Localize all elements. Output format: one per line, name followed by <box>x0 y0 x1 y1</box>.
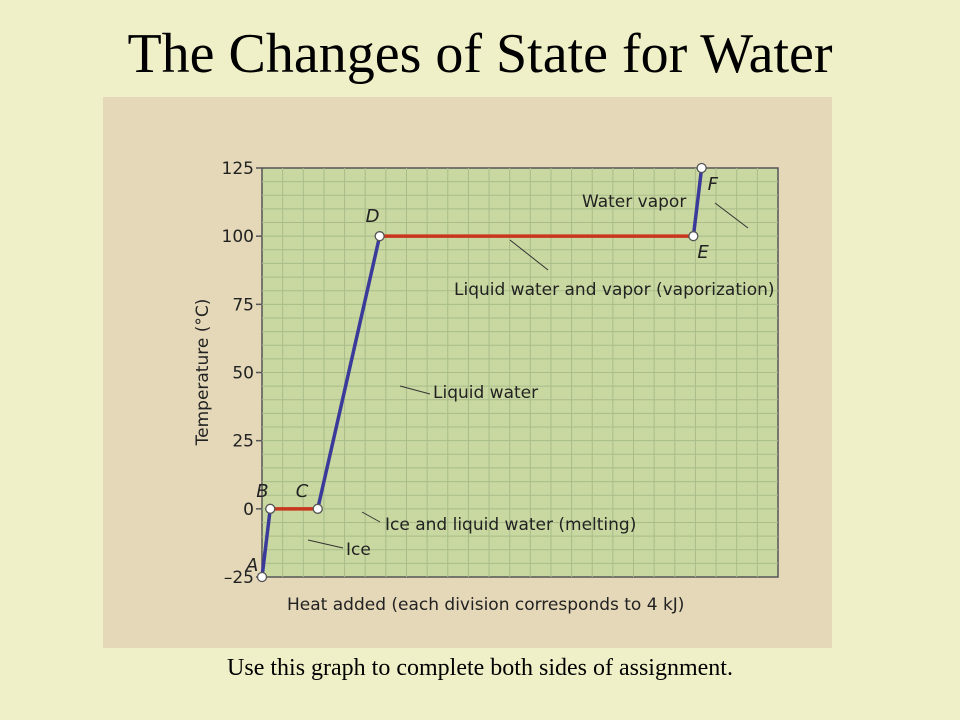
leader-ice <box>307 539 344 549</box>
point-label-D: D <box>366 206 380 227</box>
annotation-water-vapor: Water vapor <box>582 192 686 212</box>
annotation-liquid-water: Liquid water <box>433 383 538 403</box>
curve-points: A B C D E F <box>245 162 719 583</box>
curve-segment-CD <box>315 234 382 511</box>
y-tick-label: 0 <box>243 500 254 520</box>
point-label-B: B <box>256 481 268 502</box>
slide-caption: Use this graph to complete both sides of… <box>227 655 733 681</box>
annotation-melting: Ice and liquid water (melting) <box>385 515 636 535</box>
curve-segment-EF <box>691 166 704 238</box>
y-tick-label: 100 <box>222 227 254 247</box>
y-tick-labels: 125 100 75 50 25 0 –25 <box>222 159 262 588</box>
leader-water-vapor <box>714 202 749 229</box>
annotation-vaporization: Liquid water and vapor (vaporization) <box>454 280 775 300</box>
curve-point-B <box>265 503 276 514</box>
curve-point-F <box>696 162 707 174</box>
y-tick-label: 75 <box>232 295 254 315</box>
curve-point-E <box>688 231 699 242</box>
y-tick-label: 125 <box>222 159 254 179</box>
point-label-C: C <box>296 481 309 502</box>
y-axis-title: Temperature (°C) <box>193 299 213 447</box>
annotation-ice: Ice <box>346 540 371 560</box>
point-label-A: A <box>245 555 258 576</box>
annotation-leaders <box>307 202 749 549</box>
x-axis-title: Heat added (each division corresponds to… <box>287 595 684 615</box>
leader-melting <box>361 511 381 523</box>
curve-point-D <box>374 231 385 242</box>
curve-point-A <box>256 571 268 583</box>
y-tick-label: 25 <box>232 432 254 452</box>
slide-title: The Changes of State for Water <box>127 23 833 85</box>
curve-point-C <box>312 503 323 514</box>
y-tick-label: –25 <box>224 568 254 588</box>
point-label-F: F <box>708 174 719 195</box>
curve-segment-AB <box>260 507 273 579</box>
y-tick-label: 50 <box>232 364 254 384</box>
leader-liquid-water <box>399 385 431 395</box>
point-label-E: E <box>697 242 709 263</box>
leader-vaporization <box>509 239 549 271</box>
curve-segments <box>260 166 704 579</box>
